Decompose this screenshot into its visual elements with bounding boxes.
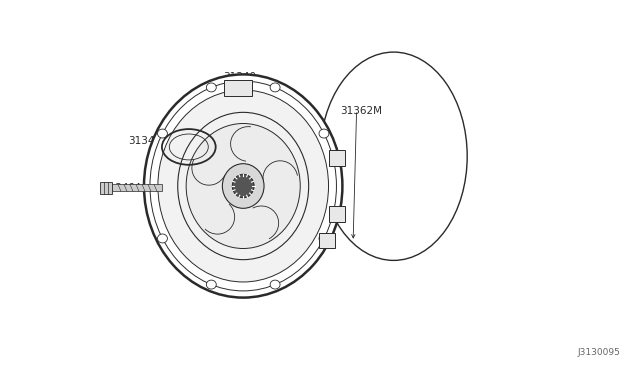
FancyBboxPatch shape [100, 182, 112, 194]
Ellipse shape [144, 74, 342, 298]
Ellipse shape [319, 234, 329, 243]
FancyBboxPatch shape [112, 185, 162, 191]
Text: 31340A: 31340A [102, 183, 143, 193]
Ellipse shape [270, 280, 280, 289]
Ellipse shape [157, 129, 168, 138]
Ellipse shape [319, 129, 329, 138]
FancyBboxPatch shape [319, 233, 335, 248]
FancyBboxPatch shape [329, 206, 345, 222]
Ellipse shape [232, 174, 254, 198]
Ellipse shape [222, 164, 264, 208]
Ellipse shape [206, 83, 216, 92]
Ellipse shape [157, 234, 168, 243]
Ellipse shape [206, 280, 216, 289]
Text: 31344: 31344 [128, 137, 161, 146]
Text: 31362M: 31362M [340, 106, 383, 116]
FancyBboxPatch shape [224, 80, 252, 96]
Ellipse shape [320, 52, 467, 260]
Text: 31340: 31340 [223, 72, 257, 82]
Ellipse shape [186, 124, 300, 248]
Ellipse shape [158, 90, 328, 282]
Ellipse shape [270, 83, 280, 92]
Text: J3130095: J3130095 [578, 348, 621, 357]
FancyBboxPatch shape [329, 150, 345, 166]
